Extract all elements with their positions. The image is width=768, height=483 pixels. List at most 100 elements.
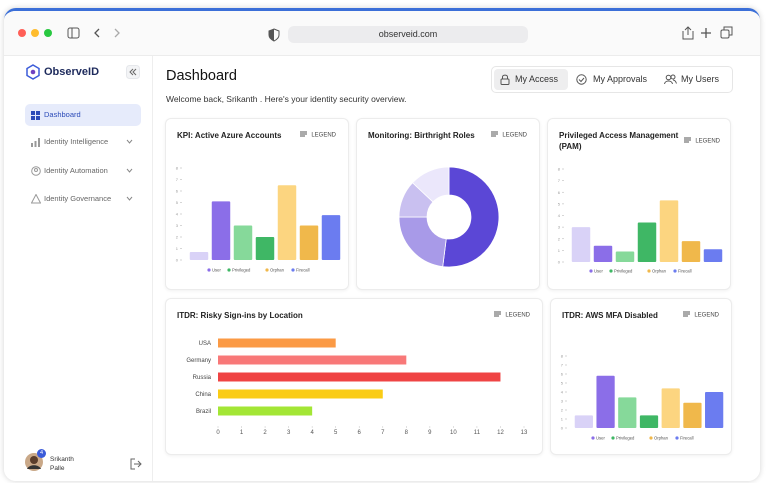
collapse-button[interactable] (126, 65, 140, 79)
legend-label: Orphan (654, 436, 669, 441)
nav-label: Identity Governance (44, 194, 112, 203)
bar (705, 392, 724, 428)
legend-label: Privileged (614, 269, 633, 274)
legend-button[interactable]: LEGEND (491, 131, 527, 139)
logo-icon (26, 64, 40, 80)
y-tick-label: 4 (176, 212, 179, 217)
legend-button-label: LEGEND (311, 132, 336, 139)
legend-label: Firecall (296, 268, 310, 273)
y-tick-label: 8 (176, 166, 179, 171)
nav-item[interactable]: Identity Intelligence (25, 131, 141, 153)
bar (681, 241, 701, 262)
browser-toolbar: observeid.com (4, 11, 760, 56)
x-tick-label: 10 (450, 430, 457, 436)
y-tick-label: 1 (561, 417, 564, 422)
bar (211, 201, 231, 260)
bar (189, 251, 209, 260)
chart-title: Monitoring: Birthright Roles (368, 131, 475, 140)
legend-button-label: LEGEND (502, 132, 527, 139)
chart-title: Privileged Access Management (PAM) (559, 131, 679, 151)
bar (218, 389, 383, 399)
legend-label: Firecall (680, 436, 694, 441)
bar (299, 225, 319, 260)
x-tick-label: 12 (497, 430, 504, 436)
y-tick-label: 7 (176, 177, 179, 182)
donut-segment (411, 166, 450, 203)
notification-badge: 4 (37, 449, 46, 458)
bar (639, 415, 659, 428)
chart-card: Privileged Access Management (PAM) LEGEND… (547, 118, 731, 290)
legend-swatch (591, 436, 595, 440)
legend-swatch (675, 436, 679, 440)
x-tick-label: 3 (287, 430, 291, 436)
legend-button[interactable]: LEGEND (683, 311, 719, 319)
y-tick-label: 3 (176, 223, 179, 228)
tab[interactable]: My Users (660, 69, 730, 90)
legend-swatch (647, 269, 651, 273)
legend-label: Firecall (678, 269, 692, 274)
x-tick-label: 9 (428, 430, 432, 436)
x-tick-label: 6 (358, 430, 362, 436)
sidebar: ObserveID Dashboard Identity Intelligenc… (4, 56, 153, 481)
legend-label: Orphan (652, 269, 667, 274)
legend-button[interactable]: LEGEND (494, 311, 530, 319)
bar (637, 222, 657, 262)
close-button[interactable] (18, 29, 26, 37)
y-tick-label: 3 (558, 225, 561, 230)
legend-swatch (609, 269, 613, 273)
x-tick-label: 5 (334, 430, 338, 436)
y-tick-label: 0 (561, 426, 564, 431)
legend-swatch (649, 436, 653, 440)
legend-button[interactable]: LEGEND (684, 137, 720, 145)
y-tick-label: 5 (558, 201, 561, 206)
nav-item[interactable]: Identity Automation (25, 160, 141, 182)
y-tick-label: 5 (176, 200, 179, 205)
x-tick-label: 11 (474, 430, 481, 436)
legend-icon (491, 131, 499, 137)
minimize-button[interactable] (31, 29, 39, 37)
nav-label: Identity Intelligence (44, 137, 109, 146)
nav-item[interactable]: Identity Governance (25, 188, 141, 210)
tab[interactable]: My Access (494, 69, 568, 90)
bar (618, 397, 637, 428)
legend-button-label: LEGEND (695, 138, 720, 145)
y-tick-label: 6 (561, 372, 564, 377)
legend-swatch (265, 268, 269, 272)
page-title: Dashboard (166, 68, 237, 84)
chart-card: ITDR: Risky Sign-ins by Location LEGEND 0 1… (165, 298, 543, 455)
chart-card: KPI: Active Azure Accounts LEGEND 0 1 2 3 4 5 6 7… (165, 118, 349, 290)
main-content: Dashboard Welcome back, Srikanth . Here'… (153, 56, 760, 481)
zoom-button[interactable] (44, 29, 52, 37)
tab-label: My Users (681, 74, 719, 84)
bar (571, 227, 591, 262)
page-subtitle: Welcome back, Srikanth . Here's your ide… (166, 94, 407, 104)
legend-button-label: LEGEND (694, 312, 719, 319)
nav-item[interactable]: Dashboard (25, 104, 141, 126)
y-tick-label: 7 (558, 178, 561, 183)
y-tick-label: 0 (176, 258, 179, 263)
tab-group: My Access My Approvals My Users (491, 66, 733, 93)
y-tick-label: 7 (561, 363, 564, 368)
y-tick-label: 2 (561, 408, 564, 413)
bar (218, 355, 407, 365)
logout-button[interactable] (130, 458, 142, 470)
legend-icon (684, 137, 692, 143)
tab[interactable]: My Approvals (572, 69, 656, 90)
donut-segment (442, 166, 500, 268)
y-tick-label: 0 (558, 260, 561, 265)
y-tick-label: 6 (176, 189, 179, 194)
logo-text: ObserveID (44, 66, 100, 78)
legend-label: Privileged (616, 436, 635, 441)
bar (218, 372, 501, 382)
y-tick-label: 4 (561, 390, 564, 395)
nav-label: Dashboard (44, 110, 81, 119)
donut-segment (398, 216, 447, 268)
browser-actions[interactable] (680, 25, 740, 41)
x-tick-label: 8 (405, 430, 409, 436)
bar (321, 215, 341, 260)
legend-button[interactable]: LEGEND (300, 131, 336, 139)
nav-controls[interactable] (66, 26, 126, 40)
bar (574, 415, 593, 428)
bar (277, 185, 297, 260)
url-bar[interactable]: observeid.com (288, 26, 528, 43)
